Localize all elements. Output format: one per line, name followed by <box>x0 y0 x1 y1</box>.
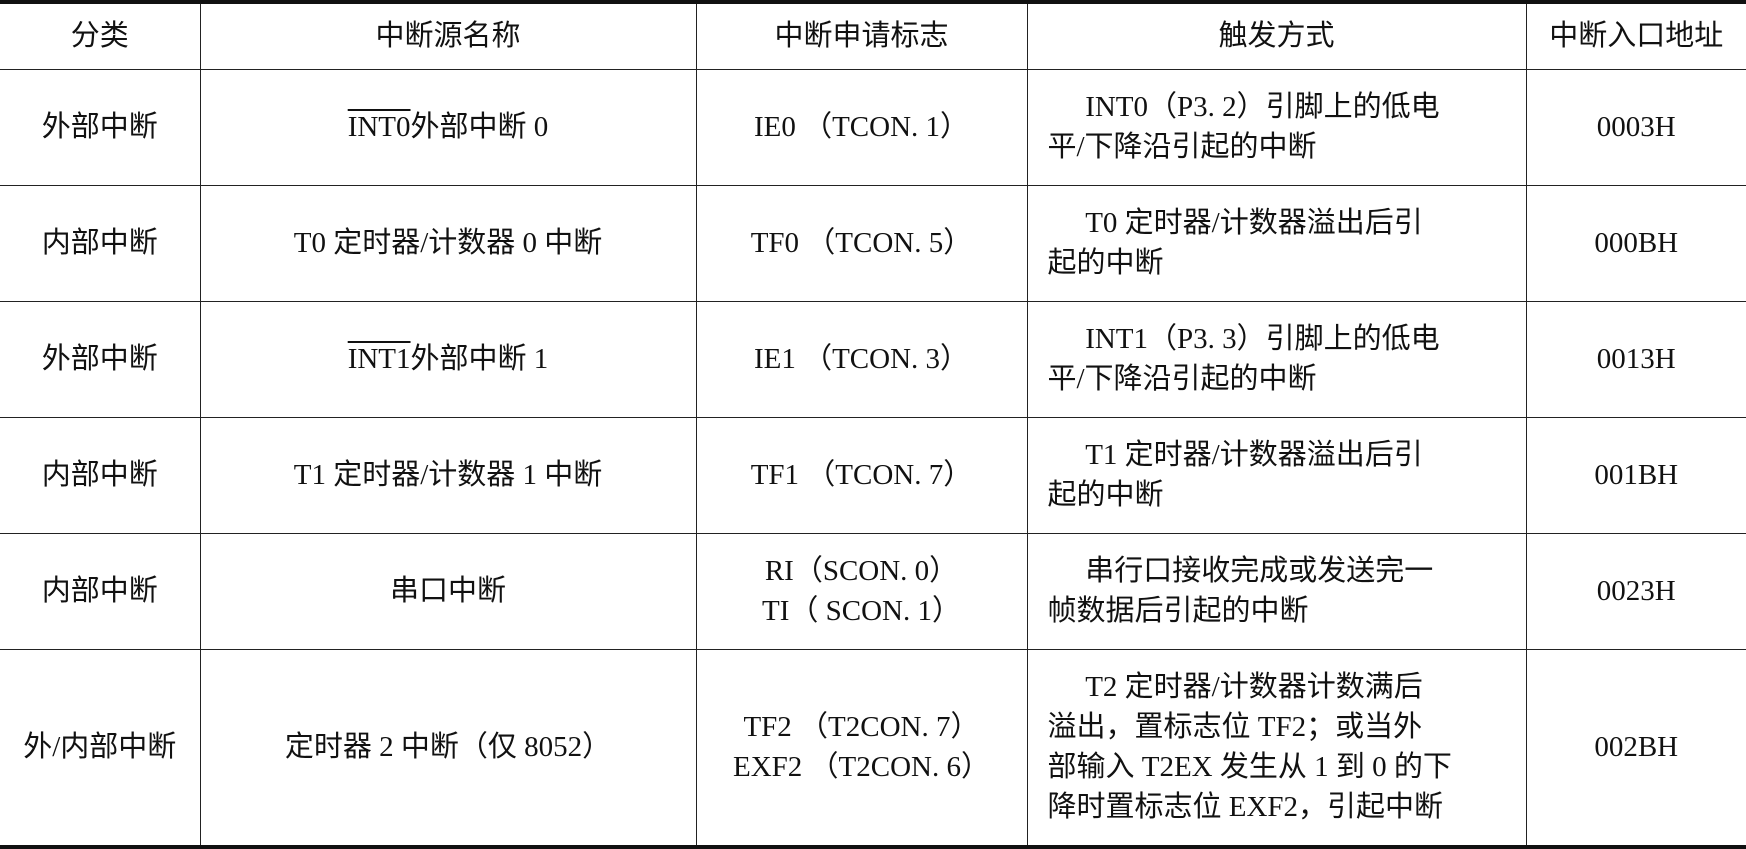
table-row: 内部中断 串口中断 RI（SCON. 0） TI（ SCON. 1） 串行口接收完成或发… <box>0 532 1746 650</box>
source-name-cell: T0 定时器/计数器 0 中断 <box>199 184 697 302</box>
trigger-line: 溢出，置标志位 TF2；或当外 <box>1047 711 1423 744</box>
request-flag: TI（ SCON. 1） <box>762 595 961 627</box>
entry-address-cell: 002BH <box>1525 648 1746 849</box>
trigger-line: INT0（P3. 2）引脚上的低电 <box>1085 91 1440 123</box>
source-name-cell: INT0外部中断 0 <box>199 68 697 186</box>
request-flag-cell: RI（SCON. 0） TI（ SCON. 1） <box>695 532 1028 650</box>
request-flag-cell: TF0 （TCON. 5） <box>695 184 1028 302</box>
table-row: 内部中断 T1 定时器/计数器 1 中断 TF1 （TCON. 7） T1 定时器/计… <box>0 416 1746 534</box>
trigger-mode-cell: T0 定时器/计数器溢出后引起的中断 <box>1026 184 1527 302</box>
request-flag-cell: TF1 （TCON. 7） <box>695 416 1028 534</box>
request-flag-cell: TF2 （T2CON. 7） EXF2 （T2CON. 6） <box>695 648 1028 849</box>
entry-address-cell: 0003H <box>1525 68 1746 186</box>
source-name: T1 定时器/计数器 1 中断 <box>293 459 603 491</box>
category-cell: 外/内部中断 <box>0 648 201 849</box>
source-name: T0 定时器/计数器 0 中断 <box>293 227 603 259</box>
trigger-line: 部输入 T2EX 发生从 1 到 0 的下 <box>1047 751 1452 784</box>
entry-address-cell: 000BH <box>1525 184 1746 302</box>
category-cell: 内部中断 <box>0 532 201 650</box>
source-pin-overline: INT1 <box>347 343 411 375</box>
header-source-name: 中断源名称 <box>199 0 697 70</box>
request-flag: TF2 （T2CON. 7） <box>743 711 980 744</box>
category-cell: 内部中断 <box>0 184 201 302</box>
source-name-cell: 定时器 2 中断（仅 8052） <box>199 648 697 849</box>
request-flag: IE0 （TCON. 1） <box>753 111 970 143</box>
source-name-cell: INT1外部中断 1 <box>199 300 697 418</box>
trigger-line: 起的中断 <box>1047 247 1164 279</box>
header-trigger-mode: 触发方式 <box>1026 0 1527 70</box>
entry-address-cell: 0013H <box>1525 300 1746 418</box>
table-row: 外部中断 INT1外部中断 1 IE1 （TCON. 3） INT1（P3. 3）引脚… <box>0 300 1746 418</box>
trigger-line: 起的中断 <box>1047 479 1164 511</box>
request-flag: TF1 （TCON. 7） <box>750 459 973 491</box>
source-name-cell: T1 定时器/计数器 1 中断 <box>199 416 697 534</box>
source-name: 外部中断 1 <box>410 343 549 375</box>
request-flag: EXF2 （T2CON. 6） <box>733 751 990 784</box>
trigger-mode-cell: T2 定时器/计数器计数满后溢出，置标志位 TF2；或当外 部输入 T2EX 发生… <box>1026 648 1527 849</box>
trigger-mode-cell: INT1（P3. 3）引脚上的低电平/下降沿引起的中断 <box>1026 300 1527 418</box>
category-cell: 外部中断 <box>0 300 201 418</box>
category-cell: 内部中断 <box>0 416 201 534</box>
source-name-cell: 串口中断 <box>199 532 697 650</box>
source-pin-overline: INT0 <box>347 111 411 143</box>
table-row: 外/内部中断 定时器 2 中断（仅 8052） TF2 （T2CON. 7） EXF2… <box>0 648 1746 849</box>
source-name: 串口中断 <box>389 575 506 607</box>
entry-address-cell: 0023H <box>1525 532 1746 650</box>
request-flag: IE1 （TCON. 3） <box>753 343 970 375</box>
trigger-line: T2 定时器/计数器计数满后 <box>1085 671 1423 704</box>
trigger-line: 串行口接收完成或发送完一 <box>1085 555 1434 587</box>
header-request-flag: 中断申请标志 <box>695 0 1028 70</box>
header-category: 分类 <box>0 0 201 70</box>
source-name: 外部中断 0 <box>410 111 549 143</box>
trigger-line: T0 定时器/计数器溢出后引 <box>1085 207 1423 239</box>
trigger-line: 帧数据后引起的中断 <box>1047 595 1309 627</box>
trigger-line: INT1（P3. 3）引脚上的低电 <box>1085 323 1440 355</box>
table-row: 内部中断 T0 定时器/计数器 0 中断 TF0 （TCON. 5） T0 定时器/计… <box>0 184 1746 302</box>
request-flag: RI（SCON. 0） <box>764 555 959 587</box>
source-name: 定时器 2 中断（仅 8052） <box>284 731 612 764</box>
request-flag-cell: IE1 （TCON. 3） <box>695 300 1028 418</box>
category-cell: 外部中断 <box>0 68 201 186</box>
table-row: 外部中断 INT0外部中断 0 IE0 （TCON. 1） INT0（P3. 2）引脚… <box>0 68 1746 186</box>
trigger-line: T1 定时器/计数器溢出后引 <box>1085 439 1423 471</box>
trigger-line: 降时置标志位 EXF2，引起中断 <box>1047 791 1444 824</box>
request-flag-cell: IE0 （TCON. 1） <box>695 68 1028 186</box>
trigger-mode-cell: 串行口接收完成或发送完一帧数据后引起的中断 <box>1026 532 1527 650</box>
trigger-line: 平/下降沿引起的中断 <box>1047 363 1317 395</box>
header-entry-address: 中断入口地址 <box>1525 0 1746 70</box>
entry-address-cell: 001BH <box>1525 416 1746 534</box>
table-header-row: 分类 中断源名称 中断申请标志 触发方式 中断入口地址 <box>0 0 1746 70</box>
trigger-mode-cell: T1 定时器/计数器溢出后引起的中断 <box>1026 416 1527 534</box>
trigger-mode-cell: INT0（P3. 2）引脚上的低电平/下降沿引起的中断 <box>1026 68 1527 186</box>
request-flag: TF0 （TCON. 5） <box>750 227 973 259</box>
trigger-line: 平/下降沿引起的中断 <box>1047 131 1317 163</box>
